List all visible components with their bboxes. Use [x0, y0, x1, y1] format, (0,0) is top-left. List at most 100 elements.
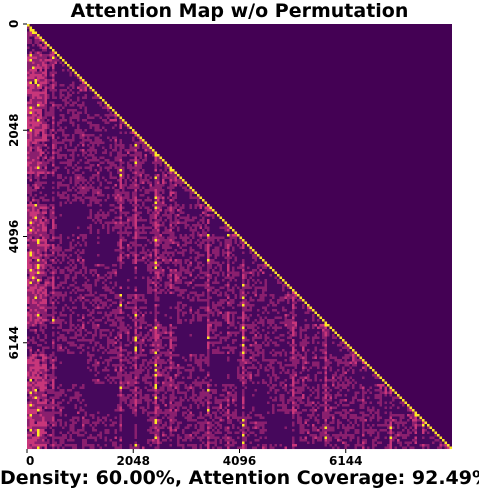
heatmap-cell — [167, 171, 170, 175]
heatmap-cell — [117, 161, 120, 165]
heatmap-cell — [159, 229, 163, 232]
heatmap-cell — [52, 119, 55, 122]
heatmap-cell — [67, 151, 70, 155]
heatmap-cell — [82, 219, 85, 222]
heatmap-cell — [74, 81, 78, 85]
heatmap-cell — [107, 186, 110, 190]
heatmap-cell — [44, 84, 48, 87]
heatmap-cell — [209, 209, 213, 212]
heatmap-cell — [194, 256, 198, 260]
heatmap-cell — [72, 109, 75, 112]
heatmap-cell — [72, 216, 75, 220]
heatmap-cell — [124, 256, 128, 260]
heatmap-cell — [87, 151, 90, 155]
heatmap-cell — [32, 261, 35, 265]
heatmap-cell — [117, 169, 120, 172]
heatmap-cell — [147, 189, 150, 192]
heatmap-cell — [177, 209, 180, 212]
heatmap-cell — [87, 206, 90, 210]
heatmap-cell — [109, 244, 113, 247]
heatmap-cell — [219, 251, 223, 255]
heatmap-cell — [199, 249, 203, 252]
heatmap-cell — [62, 184, 65, 187]
heatmap-cell — [34, 216, 38, 220]
heatmap-cell — [144, 149, 148, 152]
heatmap-cell — [174, 186, 178, 190]
heatmap-cell — [104, 236, 108, 240]
heatmap-cell — [152, 159, 155, 162]
heatmap-cell — [72, 181, 75, 185]
heatmap-cell — [52, 226, 55, 230]
heatmap-cell — [52, 236, 55, 240]
heatmap-cell — [104, 184, 108, 187]
heatmap-cell — [122, 199, 125, 202]
heatmap-cell — [202, 231, 205, 235]
heatmap-cell — [94, 164, 98, 167]
heatmap-cell — [207, 244, 210, 247]
heatmap-cell — [42, 249, 45, 252]
heatmap-cell — [204, 219, 208, 222]
heatmap-cell — [244, 266, 248, 270]
heatmap-cell — [257, 264, 260, 267]
heatmap-cell — [162, 231, 165, 235]
heatmap-cell — [64, 104, 68, 107]
heatmap-cell — [32, 49, 35, 52]
heatmap-cell — [142, 176, 145, 180]
heatmap-cell — [142, 144, 145, 147]
heatmap-cell — [177, 249, 180, 252]
heatmap-cell — [37, 171, 40, 175]
heatmap-cell — [202, 244, 205, 247]
heatmap-cell — [207, 246, 210, 250]
heatmap-cell — [229, 256, 233, 260]
heatmap-cell — [82, 249, 85, 252]
heatmap-cell — [44, 241, 48, 245]
heatmap-cell — [114, 231, 118, 235]
heatmap-cell — [64, 239, 68, 242]
heatmap-cell — [259, 269, 263, 272]
heatmap-cell — [99, 164, 103, 167]
heatmap-cell — [97, 219, 100, 222]
heatmap-cell — [207, 204, 210, 207]
heatmap-cell — [99, 151, 103, 155]
heatmap-cell — [159, 161, 163, 165]
heatmap-cell — [137, 246, 140, 250]
heatmap-cell — [119, 246, 123, 250]
heatmap-cell — [144, 199, 148, 202]
heatmap-cell — [149, 196, 153, 200]
heatmap-cell — [109, 159, 113, 162]
heatmap-cell — [157, 226, 160, 230]
heatmap-cell — [94, 129, 98, 132]
heatmap-cell — [99, 141, 103, 145]
heatmap-cell — [72, 259, 75, 262]
heatmap-cell — [99, 219, 103, 222]
heatmap-cell — [112, 219, 115, 222]
heatmap-cell — [74, 241, 78, 245]
heatmap-cell — [114, 251, 118, 255]
heatmap-cell — [109, 214, 113, 217]
heatmap-cell — [77, 106, 80, 110]
heatmap-cell — [154, 209, 158, 212]
heatmap-cell — [149, 224, 153, 227]
heatmap-cell — [47, 69, 50, 72]
heatmap-cell — [67, 189, 70, 192]
heatmap-cell — [124, 194, 128, 197]
heatmap-cell — [74, 224, 78, 227]
heatmap-cell — [67, 69, 70, 72]
heatmap-cell — [124, 124, 128, 127]
heatmap-cell — [117, 136, 120, 140]
heatmap-cell — [49, 141, 53, 145]
heatmap-cell — [92, 266, 95, 270]
heatmap-cell — [59, 164, 63, 167]
heatmap-cell — [67, 64, 70, 67]
heatmap-cell — [179, 269, 183, 272]
heatmap-cell — [227, 229, 230, 232]
heatmap-cell — [32, 56, 35, 60]
heatmap-cell — [54, 219, 58, 222]
heatmap-cell — [79, 206, 83, 210]
heatmap-cell — [204, 269, 208, 272]
heatmap-cell — [127, 209, 130, 212]
heatmap-cell — [139, 224, 143, 227]
heatmap-cell — [29, 36, 33, 40]
heatmap-cell — [37, 264, 40, 267]
heatmap-cell — [27, 41, 30, 45]
